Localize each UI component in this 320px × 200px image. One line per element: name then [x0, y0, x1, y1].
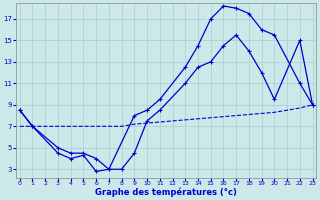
X-axis label: Graphe des températures (°c): Graphe des températures (°c) — [95, 188, 237, 197]
